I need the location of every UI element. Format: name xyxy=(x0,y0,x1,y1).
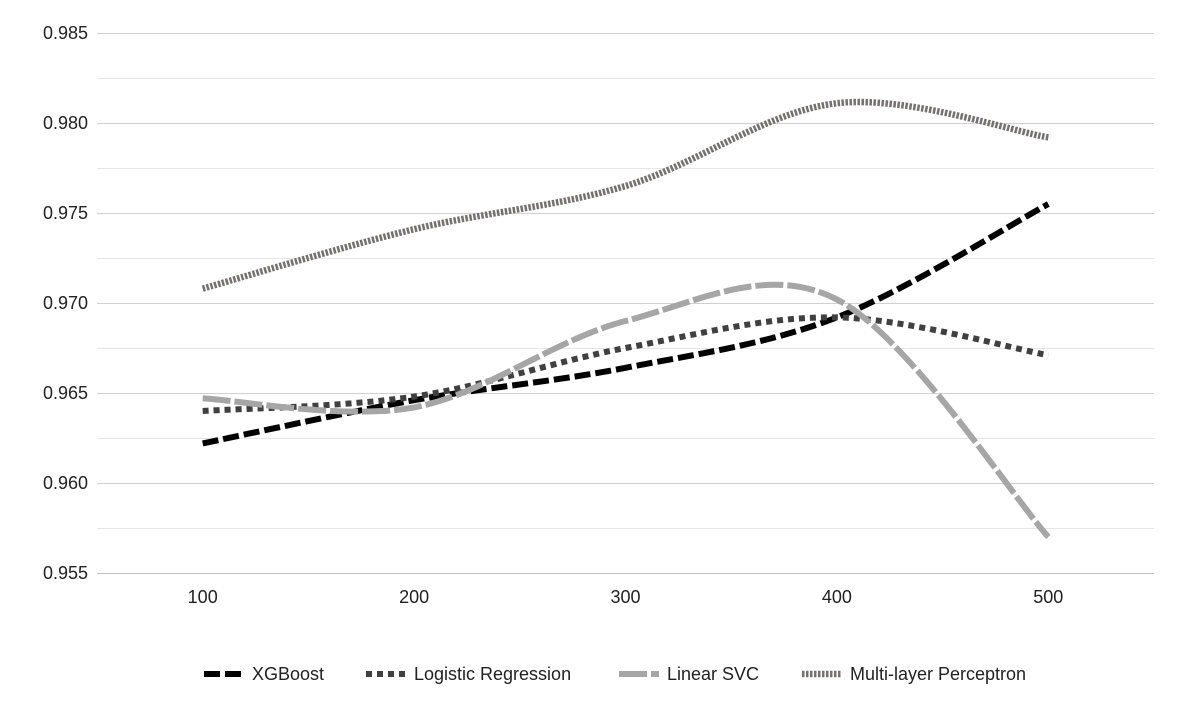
y-tick-label: 0.980 xyxy=(43,113,88,133)
legend-label: XGBoost xyxy=(252,664,324,684)
y-tick-label: 0.955 xyxy=(43,563,88,583)
y-tick-label: 0.985 xyxy=(43,23,88,43)
x-tick-label: 100 xyxy=(188,587,218,607)
grid-lines xyxy=(97,33,1154,574)
series-line-4 xyxy=(201,98,1049,292)
series-lines xyxy=(201,98,1051,539)
y-tick-label: 0.960 xyxy=(43,473,88,493)
series-line-2 xyxy=(202,314,1049,414)
x-tick-label: 400 xyxy=(822,587,852,607)
legend: XGBoost Logistic Regression Linear SVC Mult… xyxy=(204,664,1026,684)
legend-label: Linear SVC xyxy=(667,664,759,684)
series-line-1 xyxy=(202,201,1050,447)
x-tick-labels: 100 200 300 400 500 xyxy=(188,587,1064,607)
series-line-3 xyxy=(202,281,1051,539)
x-tick-label: 200 xyxy=(399,587,429,607)
x-tick-label: 500 xyxy=(1033,587,1063,607)
legend-label: Logistic Regression xyxy=(414,664,571,684)
y-tick-label: 0.970 xyxy=(43,293,88,313)
x-tick-label: 300 xyxy=(610,587,640,607)
legend-label: Multi-layer Perceptron xyxy=(850,664,1026,684)
y-tick-labels: 0.955 0.960 0.965 0.970 0.975 0.980 0.985 xyxy=(43,23,88,583)
y-tick-label: 0.975 xyxy=(43,203,88,223)
y-tick-label: 0.965 xyxy=(43,383,88,403)
